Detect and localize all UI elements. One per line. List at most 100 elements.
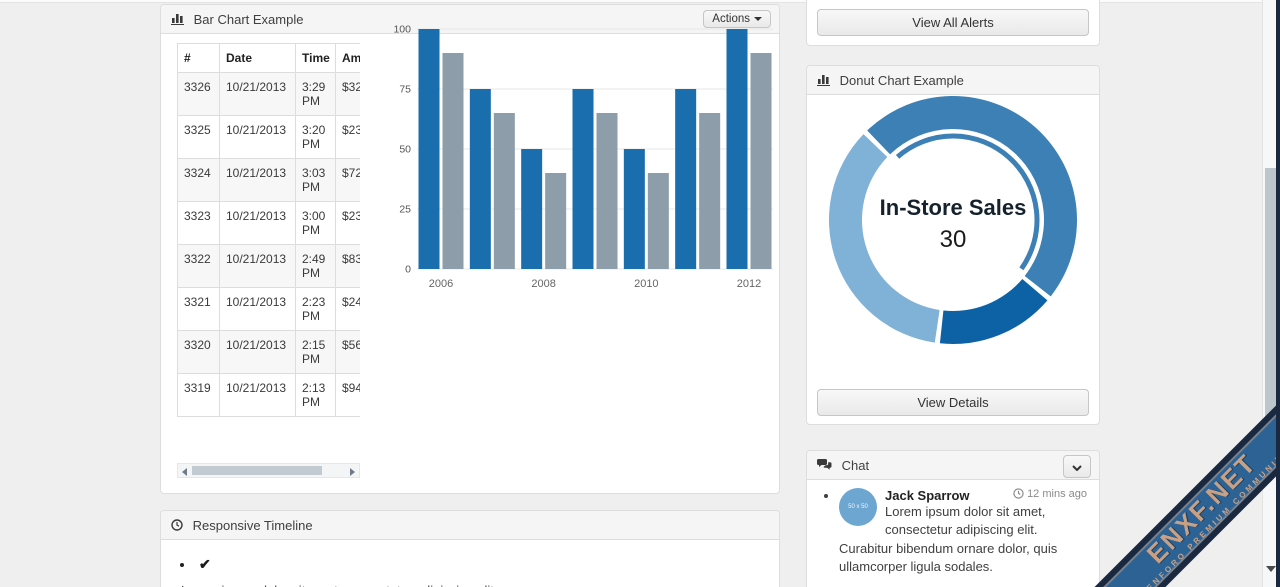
column-header: Am <box>335 43 360 73</box>
bar-series-primary-2012 <box>726 29 748 269</box>
timeline-item: ✔ <box>195 556 765 573</box>
panel-title: Bar Chart Example <box>193 12 304 27</box>
x-axis-tick: 2010 <box>634 278 658 290</box>
cell-amount: $23 <box>335 201 360 245</box>
bar-series-primary-2010 <box>623 149 645 269</box>
y-axis-tick: 100 <box>393 24 411 36</box>
cell-date: 10/21/2013 <box>219 330 296 374</box>
bar-chart-panel: Bar Chart Example Actions # Date Time Am 33… <box>160 4 780 494</box>
bar-chart-svg: 0 25 50 75 100 2006 2008 2010 2012 <box>393 24 773 290</box>
page-top-edge <box>0 0 1280 3</box>
cell-time: 2:49 PM <box>295 244 336 288</box>
horizontal-scroll-thumb[interactable] <box>192 466 322 475</box>
message-timestamp: 12 mins ago <box>1013 488 1087 500</box>
main-column: Bar Chart Example Actions # Date Time Am 33… <box>160 0 780 587</box>
cell-date: 10/21/2013 <box>219 115 296 159</box>
comments-icon <box>817 459 832 474</box>
panel-title: Donut Chart Example <box>839 73 964 88</box>
column-header: # <box>177 43 220 73</box>
cell-amount: $24 <box>335 287 360 331</box>
y-axis-tick: 50 <box>399 144 411 156</box>
donut-segment[interactable] <box>939 278 1048 344</box>
panel-title: Chat <box>841 458 870 473</box>
x-axis-tick: 2008 <box>531 278 555 290</box>
cell-time: 3:00 PM <box>295 201 336 245</box>
donut-chart[interactable]: In-Store Sales 30 <box>823 90 1083 350</box>
view-details-button[interactable]: View Details <box>817 389 1089 416</box>
check-icon: ✔ <box>199 556 211 572</box>
scroll-down-arrow-icon[interactable] <box>1266 566 1276 572</box>
cell-date: 10/21/2013 <box>219 244 296 288</box>
page-vertical-scrollbar[interactable] <box>1262 0 1277 587</box>
bar-series-secondary-2008 <box>545 173 567 269</box>
panel-title: Responsive Timeline <box>192 518 313 533</box>
x-axis-tick: 2012 <box>737 278 761 290</box>
cell-date: 10/21/2013 <box>219 72 296 116</box>
x-axis-tick: 2006 <box>429 278 453 290</box>
bar-chart-icon <box>171 13 184 28</box>
cell-date: 10/21/2013 <box>219 158 296 202</box>
cell-time: 2:23 PM <box>295 287 336 331</box>
bar-series-primary-2007 <box>469 89 491 269</box>
watermark-title: ENXF.NET <box>1140 447 1262 569</box>
scroll-left-arrow-icon[interactable] <box>182 468 187 476</box>
bar-series-secondary-2007 <box>493 113 515 269</box>
donut-chart-svg: In-Store Sales 30 <box>829 96 1077 344</box>
y-axis-tick: 75 <box>399 84 411 96</box>
column-header: Date <box>219 43 296 73</box>
bar-chart: 0 25 50 75 100 2006 2008 2010 2012 <box>391 17 779 302</box>
cell-date: 10/21/2013 <box>219 287 296 331</box>
cell-id: 3324 <box>177 158 220 202</box>
cell-amount: $72 <box>335 158 360 202</box>
cell-id: 3326 <box>177 72 220 116</box>
bar-series-secondary-2006 <box>442 53 464 269</box>
timeline-item-clipped: Lorem ipsum dolor sit amet, consectetur … <box>181 583 765 587</box>
avatar: 50 x 50 <box>839 488 877 526</box>
donut-panel-heading: Donut Chart Example <box>807 66 1099 95</box>
cell-id: 3323 <box>177 201 220 245</box>
scroll-right-arrow-icon[interactable] <box>350 468 355 476</box>
donut-center-label: In-Store Sales <box>880 195 1027 220</box>
cell-amount: $23 <box>335 115 360 159</box>
bar-series-secondary-2009 <box>596 113 618 269</box>
bar-chart-icon <box>817 74 830 89</box>
cell-amount: $83 <box>335 244 360 288</box>
bar-series-primary-2008 <box>521 149 543 269</box>
table-horizontal-scrollbar[interactable] <box>177 463 360 478</box>
bar-series-secondary-2011 <box>699 113 721 269</box>
message-author: Jack Sparrow <box>885 488 970 503</box>
watermark-edge-strip <box>1276 0 1280 587</box>
view-all-alerts-button[interactable]: View All Alerts <box>817 9 1089 36</box>
message-text: Lorem ipsum dolor sit amet, consectetur … <box>839 504 1058 575</box>
cell-id: 3325 <box>177 115 220 159</box>
actions-button[interactable]: Actions <box>703 10 771 28</box>
side-column: View All Alerts Donut Chart Example In-S… <box>806 0 1100 587</box>
cell-amount: $94 <box>335 373 360 417</box>
y-axis-tick: 25 <box>399 204 411 216</box>
bar-series-primary-2006 <box>418 29 440 269</box>
clock-icon <box>171 519 183 534</box>
chat-panel-heading: Chat <box>807 451 1099 480</box>
cell-date: 10/21/2013 <box>219 373 296 417</box>
donut-chart-panel: Donut Chart Example In-Store Sales 30 Vie… <box>806 65 1100 425</box>
timeline-panel: Responsive Timeline ✔ Lorem ipsum dolor … <box>160 510 780 587</box>
alerts-panel: View All Alerts <box>806 0 1100 46</box>
cell-id: 3322 <box>177 244 220 288</box>
table-header-row: # Date Time Am <box>177 43 360 73</box>
vertical-scroll-thumb[interactable] <box>1265 168 1276 450</box>
donut-segment[interactable] <box>829 134 940 343</box>
bar-series-secondary-2010 <box>647 173 669 269</box>
collapse-chat-button[interactable] <box>1063 455 1091 478</box>
donut-center-value: 30 <box>940 226 967 253</box>
cell-time: 3:03 PM <box>295 158 336 202</box>
donut-segment-in-store-sales[interactable] <box>867 96 1077 297</box>
